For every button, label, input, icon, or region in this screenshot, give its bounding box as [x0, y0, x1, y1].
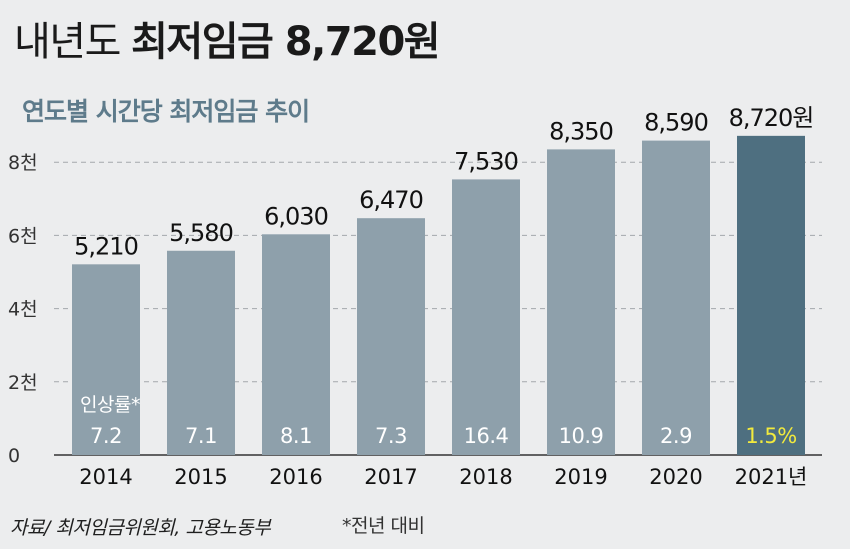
headline-prefix: 내년도 [14, 19, 121, 65]
bar [737, 135, 805, 455]
bar [642, 140, 710, 455]
x-tick-label: 2016 [269, 465, 322, 489]
increase-rate-label: 8.1 [280, 424, 312, 448]
bar [72, 264, 140, 455]
x-tick-label: 2019 [554, 465, 607, 489]
bar-value-label: 7,530 [454, 147, 518, 175]
x-tick-label: 2020 [649, 465, 702, 489]
increase-rate-label: 1.5% [745, 424, 796, 448]
bar [547, 149, 615, 455]
source-note: 자료/ 최저임금위원회, 고용노동부 [10, 517, 271, 539]
bar-value-label: 8,350 [549, 117, 613, 145]
bar [262, 234, 330, 455]
increase-rate-label: 10.9 [559, 424, 604, 448]
y-tick-label: 6천 [8, 225, 38, 247]
bar-value-label: 8,590 [644, 109, 708, 137]
bar-value-label: 6,470 [359, 186, 423, 214]
y-tick-label: 2천 [8, 372, 38, 394]
bar-value-label: 5,580 [169, 219, 233, 247]
bar-value-label: 6,030 [264, 202, 328, 230]
y-tick-label: 8천 [8, 152, 38, 174]
bar [357, 218, 425, 455]
increase-rate-label: 16.4 [464, 424, 509, 448]
bar-value-label: 8,720원 [729, 104, 814, 132]
footnote: *전년 대비 [342, 515, 425, 537]
y-tick-label: 0 [8, 445, 20, 467]
y-tick-label: 4천 [8, 299, 38, 321]
headline-emphasis: 최저임금 8,720원 [131, 19, 440, 65]
x-tick-label: 2018 [459, 465, 512, 489]
increase-rate-label: 7.1 [185, 424, 217, 448]
x-tick-label: 2014 [79, 465, 132, 489]
increase-rate-label: 2.9 [660, 424, 692, 448]
headline: 내년도 최저임금 8,720원 [14, 18, 441, 66]
bar [452, 179, 520, 456]
increase-rate-caption: 인상률* [80, 394, 140, 416]
bar-value-label: 5,210 [74, 232, 138, 260]
increase-rate-label: 7.3 [375, 424, 407, 448]
bar [167, 250, 235, 455]
x-tick-label: 2015 [174, 465, 227, 489]
x-tick-label: 2021년 [735, 465, 808, 489]
x-tick-label: 2017 [364, 465, 417, 489]
increase-rate-label: 7.2 [90, 424, 122, 448]
chart-subtitle: 연도별 시간당 최저임금 추이 [22, 97, 310, 126]
